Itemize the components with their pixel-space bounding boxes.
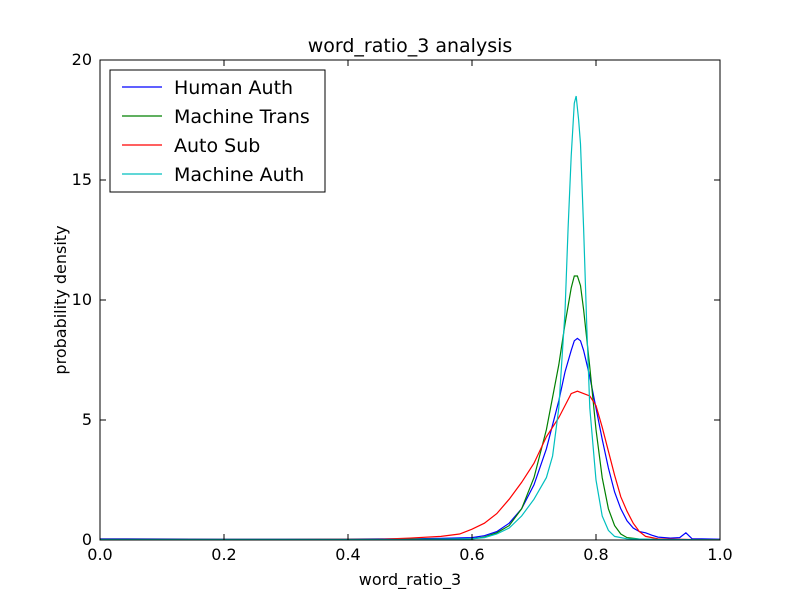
x-tick-label: 0.0 [87, 545, 112, 564]
series-line-0 [99, 337, 721, 540]
x-tick-label: 0.2 [211, 545, 236, 564]
y-tick-label: 0 [82, 530, 92, 549]
series-line-1 [100, 275, 721, 541]
ticks-layer: 0.0 0.2 0.4 0.6 0.8 1.0 0 5 10 15 20 [72, 50, 733, 564]
x-tick-label: 1.0 [707, 545, 732, 564]
legend-label-1: Machine Trans [174, 106, 310, 128]
legend: Human Auth Machine Trans Auto Sub Machine A… [109, 69, 326, 193]
y-tick-label: 5 [82, 410, 92, 429]
x-axis-label: word_ratio_3 [359, 570, 461, 590]
x-tick-label: 0.8 [583, 545, 608, 564]
legend-label-3: Machine Auth [174, 164, 304, 186]
series-line-2 [100, 390, 721, 541]
x-tick-label: 0.6 [459, 545, 484, 564]
y-tick-label: 15 [72, 170, 92, 189]
y-axis-label: probability density [51, 225, 70, 374]
legend-box [109, 69, 326, 193]
chart-title: word_ratio_3 analysis [308, 35, 513, 57]
x-tick-label: 0.4 [335, 545, 360, 564]
series-line-3 [100, 95, 721, 541]
legend-label-0: Human Auth [174, 77, 293, 99]
y-tick-label: 20 [72, 50, 92, 69]
series-layer [99, 95, 721, 541]
y-tick-label: 10 [72, 290, 92, 309]
legend-label-2: Auto Sub [174, 135, 260, 157]
